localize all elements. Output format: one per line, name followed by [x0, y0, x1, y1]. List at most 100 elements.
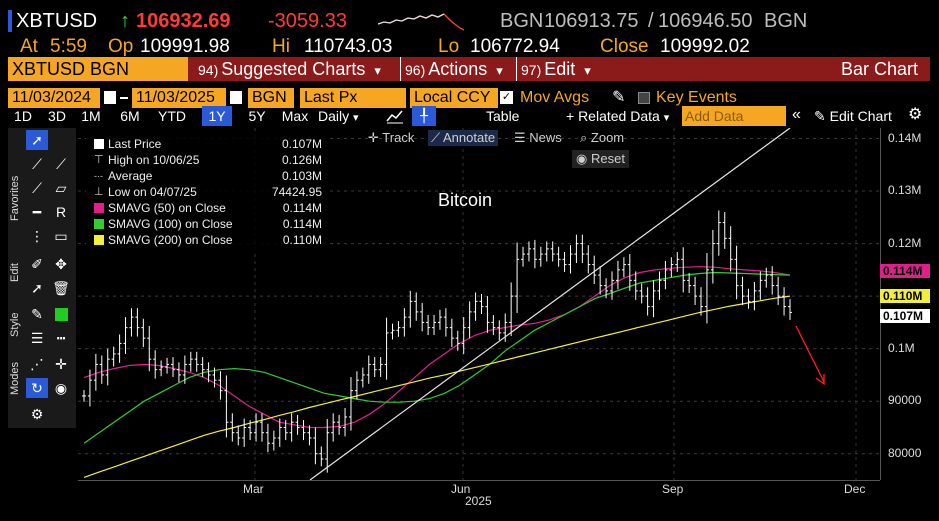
news-button[interactable]: ☰ News — [514, 130, 562, 146]
legend-row[interactable]: Last Price 0.107M — [86, 136, 326, 152]
side-label-favorites[interactable]: Favorites — [9, 175, 21, 221]
annotate-button[interactable]: ⟋ Annotate — [428, 130, 499, 146]
chart-annotation-text[interactable]: Bitcoin — [438, 190, 492, 210]
fill-color-icon[interactable] — [50, 304, 72, 324]
collapse-icon[interactable]: « — [792, 106, 801, 123]
menu-edit[interactable]: 97) Edit ▾ — [516, 57, 611, 81]
key-events-checkbox[interactable] — [638, 92, 650, 104]
legend-value: 0.114M — [282, 217, 322, 231]
fib-icon[interactable]: ⋮ — [30, 227, 44, 244]
period-button-1d[interactable]: 1D — [14, 108, 32, 124]
calendar-icon[interactable] — [104, 91, 116, 104]
source-input[interactable]: BGN — [248, 88, 294, 108]
legend-row[interactable]: -·- Average 0.103M — [86, 168, 326, 184]
price-bar — [384, 317, 389, 380]
high-label: Hi — [272, 36, 290, 57]
price-bar — [485, 296, 490, 333]
select-icon[interactable]: ➚ — [31, 279, 43, 296]
y-tick-label: 0.14M — [888, 130, 922, 145]
reset-button[interactable]: ◉ Reset — [572, 150, 629, 168]
period-button-ytd[interactable]: YTD — [158, 108, 186, 124]
gear-icon[interactable]: ⚙ — [908, 106, 923, 123]
rectangle-icon[interactable]: ▭ — [54, 227, 68, 244]
ask-source: BGN — [764, 10, 808, 32]
price-tag: 0.107M — [880, 308, 930, 323]
ticker-marker — [8, 10, 12, 32]
price-bar — [159, 360, 164, 377]
track-button[interactable]: ✛ Track — [368, 130, 414, 146]
period-button-1m[interactable]: 1M — [81, 108, 101, 124]
period-button-1y[interactable]: 1Y — [202, 106, 232, 126]
reset-label: Reset — [590, 151, 625, 166]
price-bar — [390, 323, 395, 340]
legend-row[interactable]: SMAVG (50) on Close 0.114M — [86, 200, 326, 216]
line-weight-icon[interactable]: ☰ — [30, 329, 44, 346]
price-chart[interactable]: Bitcoin — [78, 128, 880, 480]
red-arrow-annotation[interactable] — [795, 325, 825, 383]
side-label-edit[interactable]: Edit — [9, 263, 21, 283]
frequency-select[interactable]: Daily ▾ — [318, 106, 374, 128]
legend-row[interactable]: SMAVG (100) on Close 0.114M — [86, 216, 326, 232]
trend-line-annotation[interactable] — [309, 128, 791, 480]
field-input[interactable]: Last Px — [300, 88, 406, 108]
related-data-label: + Related Data — [566, 108, 660, 124]
color-wheel-icon[interactable]: ◉ — [54, 379, 68, 396]
price-bar — [372, 357, 377, 378]
crosshair-mode-icon[interactable]: ⋰ — [30, 355, 44, 372]
side-label-style[interactable]: Style — [9, 312, 21, 338]
cycle-mode-icon[interactable]: ↻ — [26, 378, 48, 398]
currency-input[interactable]: Local CCY — [410, 88, 498, 108]
period-button-6m[interactable]: 6M — [120, 108, 140, 124]
price-bar — [461, 317, 466, 354]
bar-chart-icon[interactable]: ╀ — [412, 106, 436, 126]
dropdown-caret-icon: ▾ — [374, 63, 381, 78]
legend-row[interactable]: ⊥ Low on 04/07/25 74424.95 — [86, 184, 326, 200]
brush-icon[interactable]: ✐ — [31, 255, 43, 272]
security-field[interactable]: XBTUSD BGN Curncy — [8, 57, 188, 103]
open-label: Op — [108, 36, 134, 57]
menu-suggested-charts[interactable]: 94) Suggested Charts ▾ — [194, 57, 408, 81]
mov-avgs-checkbox[interactable]: ✓ — [500, 91, 513, 104]
line-chart-icon[interactable] — [386, 108, 404, 124]
segment-icon[interactable]: ⟋ — [32, 179, 42, 196]
edit-chart-button[interactable]: ✎ Edit Chart — [814, 106, 892, 126]
price-bar — [224, 375, 229, 438]
period-button-3d[interactable]: 3D — [48, 108, 66, 124]
ray-line-icon[interactable]: ⟋ — [56, 155, 66, 172]
price-bar — [414, 292, 419, 321]
legend-swatch — [94, 235, 104, 245]
table-button[interactable]: Table — [486, 108, 520, 124]
mov-avgs-label: Mov Avgs — [520, 89, 590, 106]
text-tool-icon[interactable]: R — [55, 204, 67, 220]
line-color-icon[interactable]: ✎ — [31, 305, 43, 322]
line-style-icon[interactable]: ┅ — [56, 329, 66, 346]
horizontal-line-icon[interactable]: ━ — [32, 203, 42, 220]
legend-row[interactable]: SMAVG (200) on Close 0.110M — [86, 232, 326, 248]
period-button-max[interactable]: Max — [281, 108, 309, 124]
move-icon[interactable]: ✥ — [55, 255, 67, 272]
magnet-mode-icon[interactable]: ✛ — [55, 355, 67, 372]
low-value: 106772.94 — [470, 36, 560, 57]
zoom-button[interactable]: ⌕ Zoom — [580, 130, 624, 146]
pointer-icon[interactable]: ➚ — [26, 130, 48, 150]
legend-row[interactable]: ⊤ High on 10/06/25 0.126M — [86, 152, 326, 168]
side-label-modes[interactable]: Modes — [9, 361, 21, 395]
legend-label: SMAVG (50) on Close — [108, 201, 226, 215]
add-data-input[interactable]: Add Data — [682, 106, 786, 126]
trash-icon[interactable]: 🗑 — [52, 279, 70, 296]
end-date-input[interactable]: 11/03/2025 — [132, 88, 226, 108]
legend-value: 0.107M — [281, 137, 322, 151]
settings-icon[interactable]: ⚙ — [30, 405, 44, 422]
calendar-icon[interactable] — [230, 91, 242, 104]
trend-line-icon[interactable]: ⟋ — [32, 155, 42, 172]
start-date-input[interactable]: 11/03/2024 — [8, 88, 100, 108]
menu-number: 94) — [198, 62, 219, 78]
pencil-icon[interactable]: ✎ — [612, 89, 626, 106]
menu-actions[interactable]: 96) Actions ▾ — [400, 57, 523, 81]
price-bar — [556, 246, 561, 267]
price-bar — [687, 273, 692, 293]
related-data-button[interactable]: + Related Data ▾ — [566, 106, 669, 128]
bid-source: BGN — [500, 10, 544, 32]
channel-icon[interactable]: ▱ — [55, 179, 67, 196]
period-button-5y[interactable]: 5Y — [248, 108, 266, 124]
